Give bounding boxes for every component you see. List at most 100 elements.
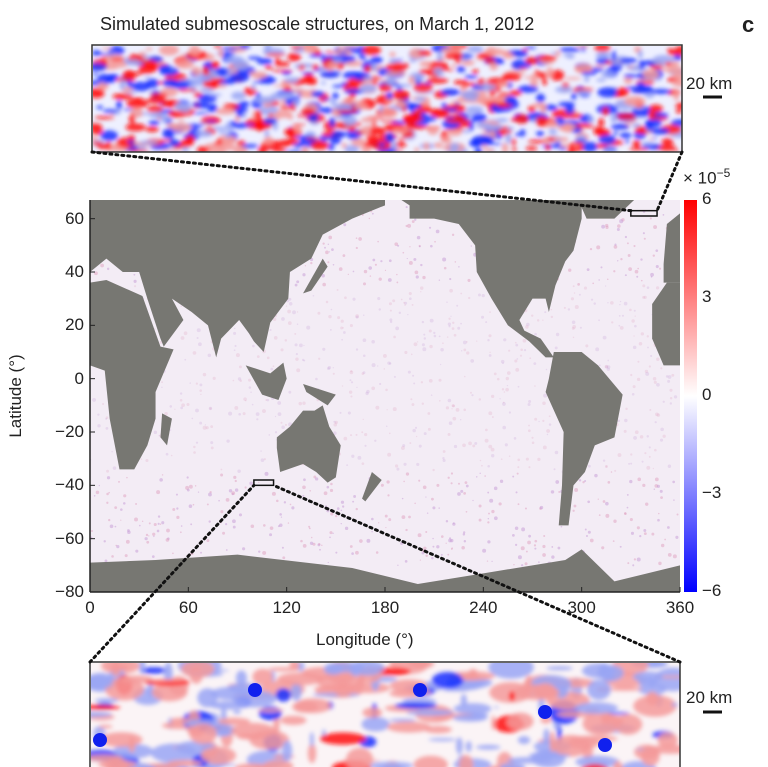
ocean-eddy <box>458 266 460 268</box>
eddy <box>640 141 655 146</box>
eddy <box>258 105 279 116</box>
eddy <box>431 672 464 689</box>
ocean-eddy <box>664 538 667 541</box>
ocean-eddy <box>334 514 338 518</box>
eddy <box>440 46 462 54</box>
eddy <box>564 77 582 80</box>
ocean-eddy <box>109 524 114 529</box>
ocean-eddy <box>487 465 490 468</box>
ocean-eddy <box>124 554 128 558</box>
ocean-eddy <box>442 342 444 345</box>
ocean-eddy <box>489 351 491 353</box>
eddy <box>389 51 396 57</box>
eddy <box>263 136 273 145</box>
ocean-eddy <box>343 436 348 441</box>
ocean-eddy <box>384 514 388 518</box>
ocean-eddy <box>274 431 278 434</box>
eddy <box>370 56 383 64</box>
eddy <box>362 46 382 56</box>
eddy <box>255 110 262 121</box>
ocean-eddy <box>344 296 347 300</box>
land-mass <box>90 200 385 358</box>
ocean-eddy <box>517 385 520 388</box>
ocean-eddy <box>232 519 236 524</box>
eddy <box>423 142 430 151</box>
ocean-eddy <box>144 537 148 541</box>
vorticity-field <box>93 46 682 152</box>
ocean-eddy <box>148 535 150 537</box>
ocean-eddy <box>405 224 408 228</box>
ocean-eddy <box>263 458 266 461</box>
ocean-eddy <box>655 412 659 417</box>
ocean-eddy <box>427 427 431 431</box>
vorticity-field <box>91 663 680 767</box>
ocean-eddy <box>432 545 435 548</box>
ocean-eddy <box>362 282 367 286</box>
eddy <box>249 71 255 76</box>
eddy <box>337 46 342 50</box>
ocean-eddy <box>447 433 451 436</box>
eddy <box>323 664 343 675</box>
ocean-eddy <box>166 528 170 533</box>
ocean-eddy <box>382 353 387 358</box>
ocean-eddy <box>452 321 455 324</box>
ocean-eddy <box>655 286 660 290</box>
ocean-eddy <box>165 452 169 456</box>
ocean-eddy <box>669 388 673 392</box>
ocean-eddy <box>600 266 603 269</box>
ocean-eddy <box>159 341 163 344</box>
eddy <box>546 66 554 78</box>
ocean-eddy <box>333 431 337 435</box>
eddy <box>602 146 618 150</box>
eddy <box>515 132 521 137</box>
ocean-eddy <box>443 266 447 270</box>
eddy <box>406 709 455 716</box>
ocean-eddy <box>478 504 482 508</box>
ocean-eddy <box>490 394 495 399</box>
ocean-eddy <box>232 379 235 382</box>
eddy <box>606 687 643 691</box>
ocean-eddy <box>317 311 321 315</box>
ocean-eddy <box>327 243 330 246</box>
ocean-eddy <box>594 473 598 478</box>
ocean-eddy <box>300 539 303 543</box>
eddy <box>445 128 465 132</box>
eddy <box>440 136 452 144</box>
eddy <box>476 93 488 105</box>
ocean-eddy <box>371 530 373 533</box>
ocean-eddy <box>632 345 637 350</box>
eddy <box>220 46 240 51</box>
ocean-eddy <box>431 556 434 560</box>
ocean-eddy <box>335 421 337 424</box>
ocean-eddy <box>120 519 122 521</box>
eddy <box>91 754 123 762</box>
ocean-eddy <box>528 400 532 403</box>
ocean-eddy <box>389 318 393 322</box>
ocean-eddy <box>643 295 647 299</box>
ocean-eddy <box>433 334 437 338</box>
ocean-eddy <box>448 325 451 328</box>
land-mass <box>362 472 382 502</box>
ocean-eddy <box>292 310 296 315</box>
eddy <box>192 112 210 115</box>
eddy <box>559 47 581 53</box>
x-tick-label: 240 <box>469 598 498 617</box>
eddy <box>385 99 395 103</box>
eddy <box>217 729 230 737</box>
ocean-eddy <box>220 468 223 471</box>
ocean-eddy <box>619 300 622 303</box>
ocean-eddy <box>450 472 454 475</box>
land-mass <box>90 549 680 592</box>
ocean-eddy <box>411 403 415 406</box>
ocean-eddy <box>380 260 383 263</box>
ocean-eddy <box>385 425 388 428</box>
ocean-eddy <box>273 336 278 340</box>
eddy <box>124 91 138 94</box>
ocean-eddy <box>614 469 617 472</box>
ocean-eddy <box>349 370 354 375</box>
eddy <box>610 113 617 124</box>
ocean-eddy <box>287 309 291 314</box>
eddy <box>461 60 475 66</box>
ocean-eddy <box>673 395 678 399</box>
ocean-eddy <box>498 502 502 506</box>
